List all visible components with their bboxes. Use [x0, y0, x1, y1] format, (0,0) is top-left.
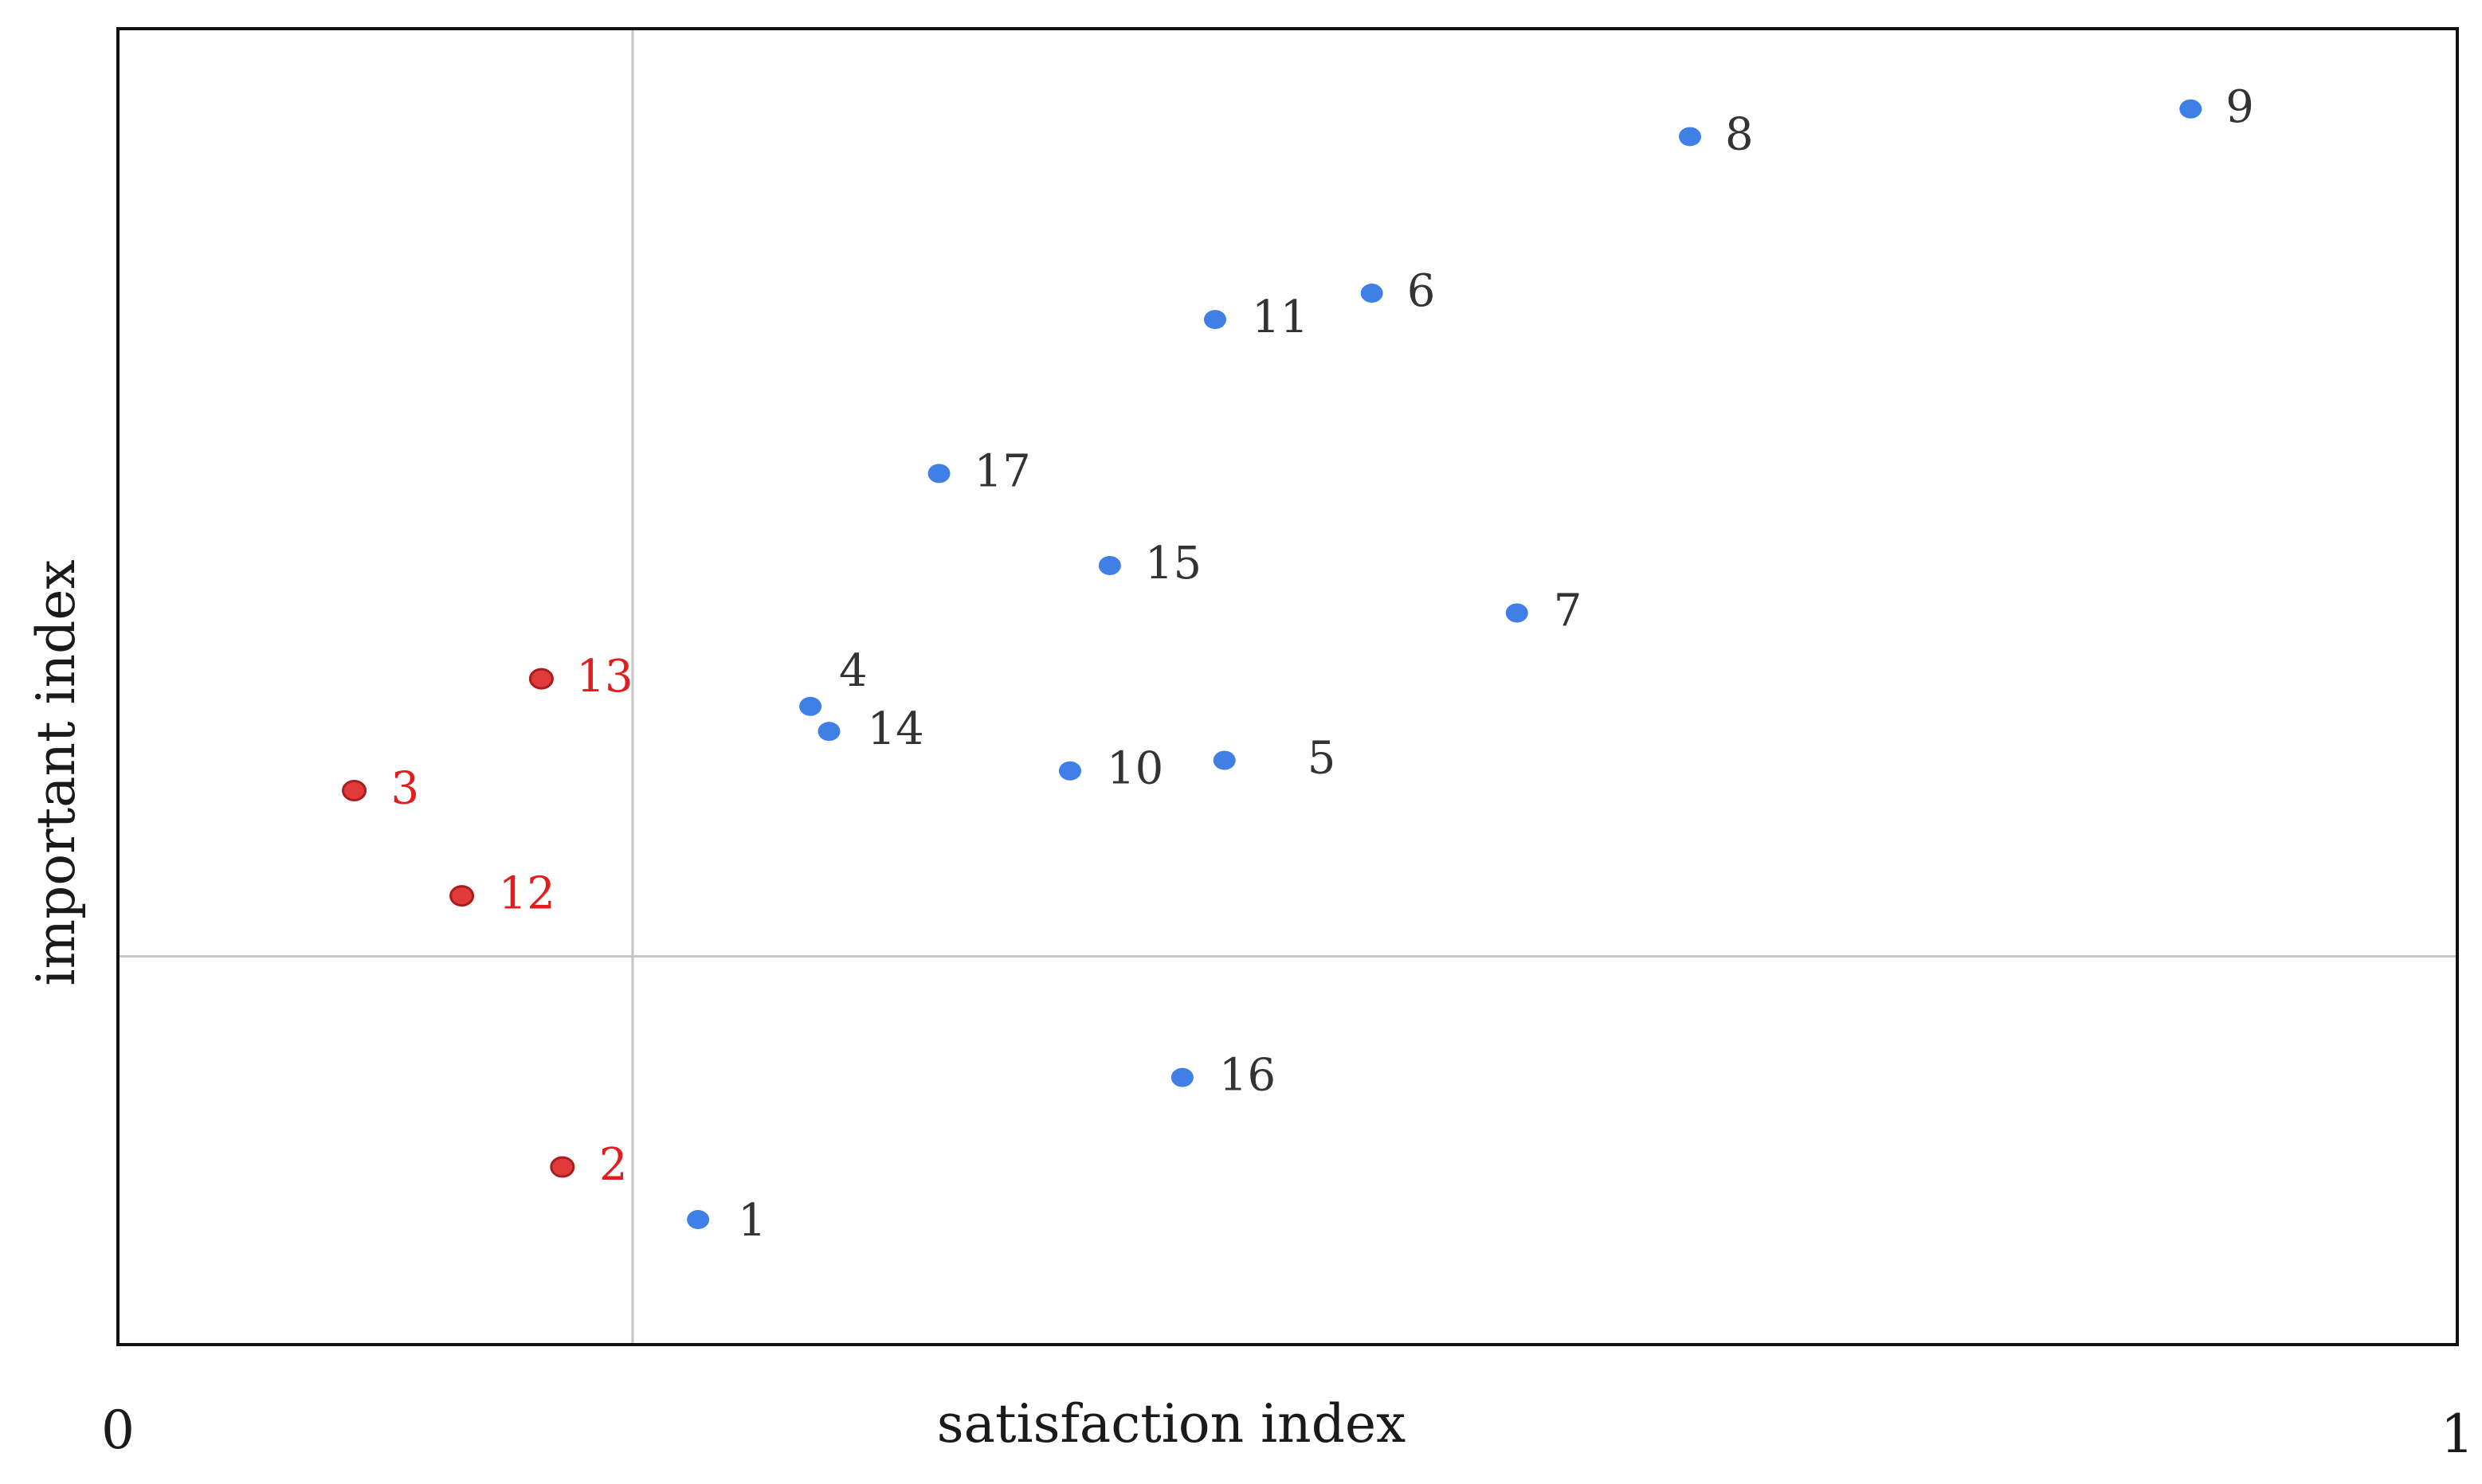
scatter-point-11 — [1203, 310, 1226, 330]
point-label-13: 13 — [576, 651, 633, 703]
scatter-point-7 — [1505, 603, 1528, 623]
point-label-5: 5 — [1308, 733, 1336, 785]
point-label-17: 17 — [974, 445, 1031, 497]
scatter-point-9 — [2179, 99, 2202, 119]
scatter-point-10 — [1058, 761, 1081, 781]
scatter-point-14 — [818, 722, 841, 742]
scatter-point-16 — [1170, 1067, 1194, 1087]
point-label-4: 4 — [839, 645, 868, 697]
scatter-point-2 — [550, 1156, 575, 1178]
quadrant-dividers — [118, 29, 2457, 1345]
point-label-3: 3 — [391, 763, 420, 815]
point-label-11: 11 — [1252, 292, 1308, 343]
point-label-14: 14 — [868, 703, 924, 755]
scatter-point-3 — [342, 780, 367, 802]
point-label-2: 2 — [599, 1139, 628, 1191]
point-label-9: 9 — [2225, 81, 2254, 133]
scatter-point-17 — [927, 464, 951, 484]
scatter-point-12 — [449, 885, 475, 907]
scatter-point-6 — [1360, 284, 1383, 303]
point-label-8: 8 — [1725, 108, 1754, 160]
scatter-point-8 — [1678, 127, 1701, 147]
point-label-6: 6 — [1407, 265, 1436, 317]
point-label-7: 7 — [1554, 585, 1582, 636]
point-label-15: 15 — [1145, 538, 1202, 589]
y-axis-title: important index — [25, 559, 87, 985]
scatter-point-5 — [1213, 750, 1236, 770]
point-label-16: 16 — [1219, 1050, 1276, 1102]
point-label-10: 10 — [1107, 743, 1163, 795]
scatter-point-13 — [528, 668, 554, 690]
point-label-12: 12 — [499, 868, 555, 920]
plot-frame — [116, 27, 2459, 1346]
scatter-point-15 — [1098, 556, 1121, 576]
scatter-point-4 — [799, 696, 822, 716]
x-tick-label-min: 0 — [101, 1400, 135, 1461]
x-tick-label-max: 1 — [2441, 1404, 2474, 1465]
point-label-1: 1 — [738, 1195, 767, 1247]
scatter-point-1 — [687, 1210, 710, 1230]
x-axis-title: satisfaction index — [937, 1393, 1406, 1455]
